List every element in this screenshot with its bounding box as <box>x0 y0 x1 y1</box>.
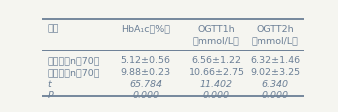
Text: 0.000: 0.000 <box>262 90 289 99</box>
Text: 6.340: 6.340 <box>262 79 289 88</box>
Text: 0.000: 0.000 <box>203 90 230 99</box>
Text: t: t <box>47 79 51 88</box>
Text: 0.000: 0.000 <box>132 90 159 99</box>
Text: 65.784: 65.784 <box>129 79 162 88</box>
Text: OGTT1h: OGTT1h <box>198 25 235 33</box>
Text: 9.88±0.23: 9.88±0.23 <box>121 68 171 76</box>
Text: 对照组（n＀70）: 对照组（n＀70） <box>47 56 100 65</box>
Text: 5.12±0.56: 5.12±0.56 <box>121 56 171 65</box>
Text: 11.402: 11.402 <box>200 79 233 88</box>
Text: 10.66±2.75: 10.66±2.75 <box>189 68 244 76</box>
Text: （mmol/L）: （mmol/L） <box>252 36 299 45</box>
Text: 观察组（n＀70）: 观察组（n＀70） <box>47 68 100 76</box>
Text: P: P <box>47 90 53 99</box>
Text: OGTT2h: OGTT2h <box>257 25 294 33</box>
Text: HbA₁c（%）: HbA₁c（%） <box>121 25 170 33</box>
Text: （mmol/L）: （mmol/L） <box>193 36 240 45</box>
Text: 9.02±3.25: 9.02±3.25 <box>250 68 300 76</box>
Text: 6.56±1.22: 6.56±1.22 <box>191 56 241 65</box>
Text: 6.32±1.46: 6.32±1.46 <box>250 56 300 65</box>
Text: 组别: 组别 <box>47 25 59 33</box>
